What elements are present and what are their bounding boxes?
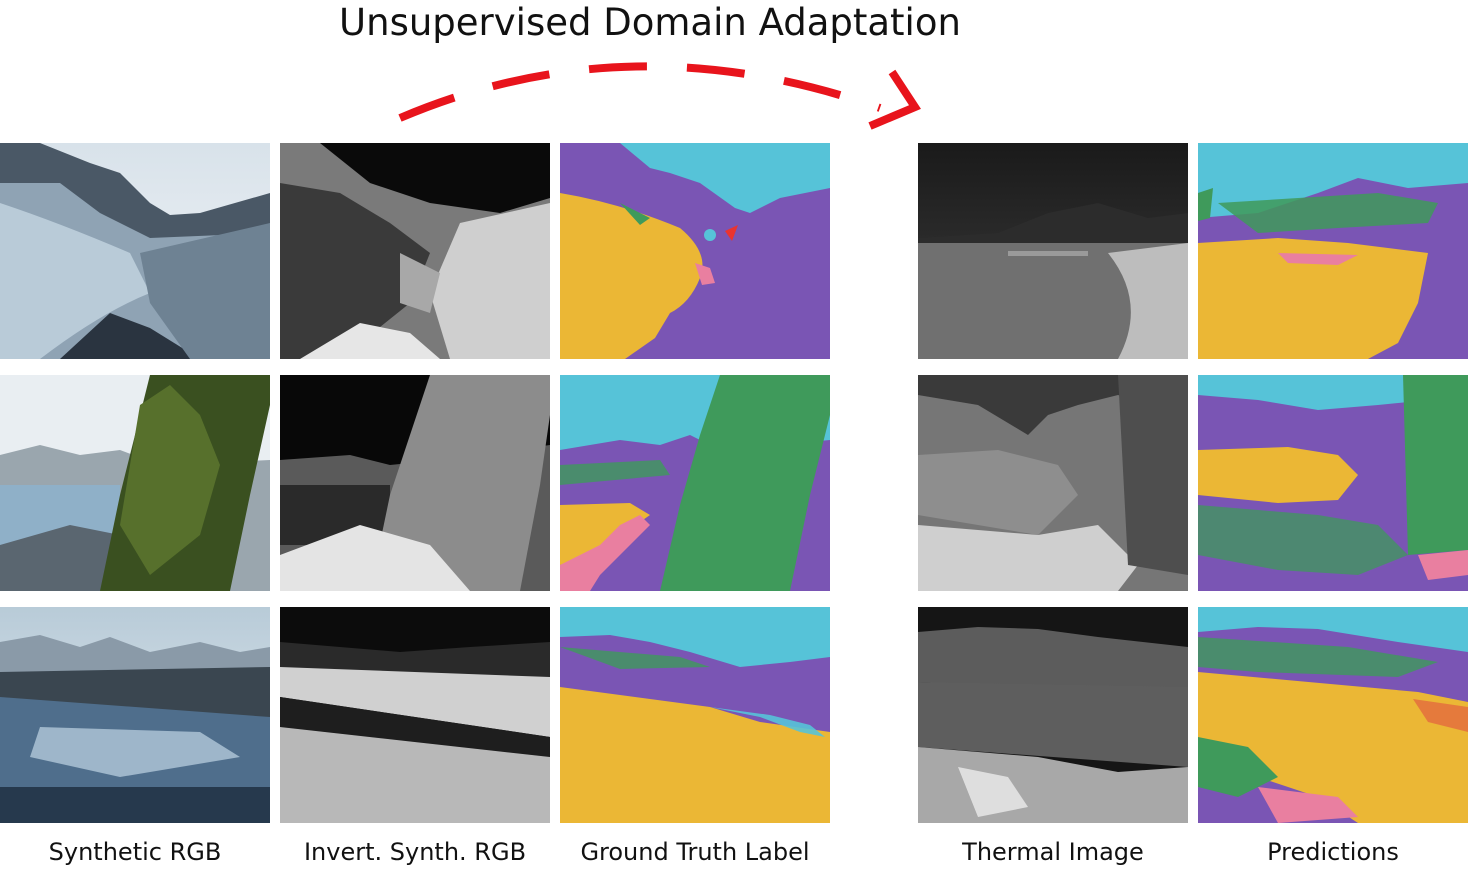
ground-truth-label-2	[560, 375, 830, 591]
inverted-synth-rgb-image-2	[280, 375, 550, 591]
synthetic-rgb-image-1	[0, 143, 270, 359]
figure-title: Unsupervised Domain Adaptation	[339, 1, 961, 44]
caption-thermal-image: Thermal Image	[962, 838, 1144, 866]
caption-predictions: Predictions	[1267, 838, 1399, 866]
synthetic-rgb-image-2	[0, 375, 270, 591]
prediction-2	[1198, 375, 1468, 591]
prediction-3	[1198, 607, 1468, 823]
caption-inverted-synth-rgb: Invert. Synth. RGB	[303, 838, 527, 866]
thermal-image-3	[918, 607, 1188, 823]
thermal-image-1	[918, 143, 1188, 359]
prediction-1	[1198, 143, 1468, 359]
domain-adaptation-arrow	[398, 62, 921, 130]
thermal-image-2	[918, 375, 1188, 591]
synthetic-rgb-image-3	[0, 607, 270, 823]
inverted-synth-rgb-image-3	[280, 607, 550, 823]
ground-truth-label-1	[560, 143, 830, 359]
caption-synthetic-rgb: Synthetic RGB	[48, 838, 222, 866]
caption-ground-truth-label: Ground Truth Label	[580, 838, 810, 866]
inverted-synth-rgb-image-1	[280, 143, 550, 359]
ground-truth-label-3	[560, 607, 830, 823]
